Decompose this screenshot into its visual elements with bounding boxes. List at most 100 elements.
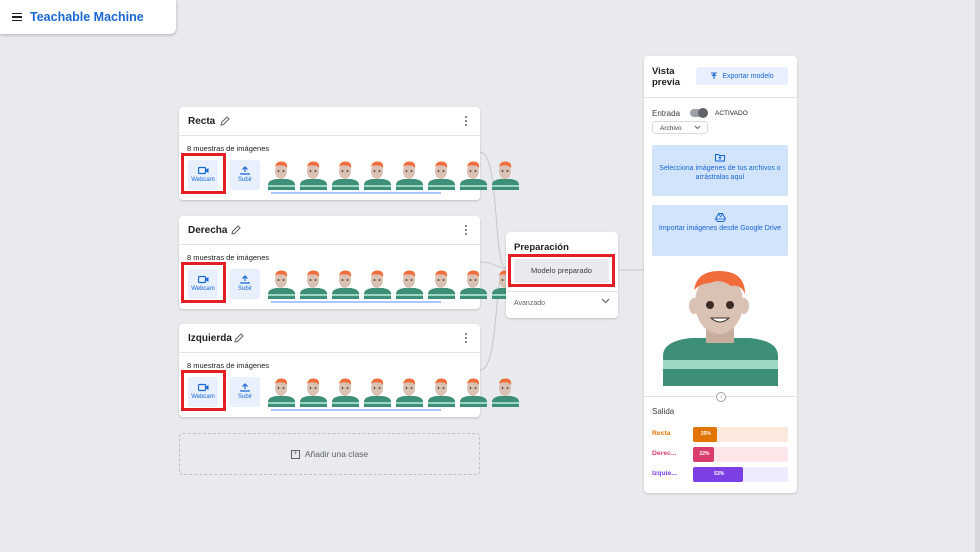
training-title: Preparación: [514, 242, 569, 253]
divider: [644, 97, 797, 98]
preview-title: Vista previa: [652, 66, 680, 88]
chevron-down-icon: [694, 125, 701, 130]
export-label: Exportar modelo: [722, 72, 774, 80]
sample-thumbnail[interactable]: [491, 160, 520, 190]
class-name[interactable]: Izquierda: [188, 333, 232, 344]
input-source-select[interactable]: Archivo: [652, 121, 708, 134]
arrow-down-icon: ↓: [716, 392, 726, 402]
webcam-button[interactable]: Webcam: [188, 160, 218, 190]
toggle-knob: [698, 108, 708, 118]
webcam-label: Webcam: [191, 177, 215, 183]
output-class-name: Recta: [652, 430, 671, 437]
file-drop-label: Selecciona imágenes de tus archivos o ar…: [659, 165, 781, 181]
sample-thumbnail[interactable]: [363, 160, 392, 190]
plus-icon: +: [290, 449, 300, 459]
upload-button[interactable]: Subir: [230, 377, 260, 407]
confidence-percent: 53%: [714, 471, 725, 477]
file-drop-zone[interactable]: Selecciona imágenes de tus archivos o ar…: [652, 145, 788, 196]
class-card-derecha: Derecha 8 muestras de imágenes Webcam Su…: [179, 216, 519, 309]
train-model-button[interactable]: Modelo preparado: [514, 259, 609, 283]
sample-thumbnail[interactable]: [459, 377, 488, 407]
upload-icon: [240, 383, 250, 392]
class-card-header: Derecha: [179, 216, 480, 245]
highlight-box: [181, 262, 226, 303]
sample-thumbnail[interactable]: [459, 160, 488, 190]
webcam-label: Webcam: [191, 286, 215, 292]
sample-thumbnail[interactable]: [267, 160, 296, 190]
sample-thumbnail[interactable]: [427, 160, 456, 190]
class-card-header: Recta: [179, 107, 480, 136]
sample-thumbnail[interactable]: [427, 269, 456, 299]
input-label: Entrada: [652, 109, 681, 118]
sample-thumbnail[interactable]: [363, 269, 392, 299]
sample-thumbnail[interactable]: [363, 377, 392, 407]
sample-thumbnail[interactable]: [395, 160, 424, 190]
samples-count: 8 muestras de imágenes: [187, 253, 270, 262]
confidence-bar: [693, 447, 714, 462]
confidence-bar: [693, 427, 717, 442]
output-class-name: Derec...: [652, 450, 677, 457]
sample-thumbnail[interactable]: [267, 269, 296, 299]
output-class-name: Izquie...: [652, 470, 677, 477]
divider: [506, 291, 618, 292]
webcam-icon: [197, 383, 208, 392]
upload-label: Subir: [237, 394, 252, 400]
pencil-icon[interactable]: [230, 224, 242, 236]
sample-thumbnail[interactable]: [491, 377, 520, 407]
chevron-down-icon[interactable]: [601, 298, 610, 304]
more-options-icon[interactable]: [465, 225, 468, 237]
advanced-toggle[interactable]: Avanzado: [514, 300, 546, 307]
more-options-icon[interactable]: [465, 116, 468, 128]
google-drive-import[interactable]: Importar imágenes desde Google Drive: [652, 205, 788, 256]
sample-thumbnail[interactable]: [299, 160, 328, 190]
folder-upload-icon: [715, 154, 725, 162]
sample-thumbnail[interactable]: [267, 377, 296, 407]
output-row: Recta 25%: [652, 427, 788, 442]
sample-thumbnail[interactable]: [427, 377, 456, 407]
upload-button[interactable]: Subir: [230, 269, 260, 299]
class-name[interactable]: Recta: [188, 116, 216, 127]
sample-thumbnail[interactable]: [331, 160, 360, 190]
sample-thumbnail[interactable]: [459, 269, 488, 299]
samples-scroll-indicator[interactable]: [271, 301, 441, 303]
webcam-icon: [197, 275, 208, 284]
upload-button[interactable]: Subir: [230, 160, 260, 190]
sample-thumbnail[interactable]: [299, 377, 328, 407]
app-header: Teachable Machine: [0, 0, 176, 34]
upload-label: Subir: [237, 177, 252, 183]
sample-thumbnails: [267, 160, 520, 190]
class-card-recta: Recta 8 muestras de imágenes Webcam Subi…: [179, 107, 519, 200]
class-card-izquierda: Izquierda 8 muestras de imágenes Webcam …: [179, 324, 519, 417]
google-drive-icon: [714, 213, 726, 222]
source-value: Archivo: [660, 125, 682, 132]
hamburger-menu-icon[interactable]: [12, 11, 22, 24]
samples-scroll-indicator[interactable]: [271, 409, 441, 411]
sample-thumbnail[interactable]: [299, 269, 328, 299]
pencil-icon[interactable]: [219, 115, 231, 127]
export-model-button[interactable]: Exportar modelo: [696, 67, 788, 85]
samples-count: 8 muestras de imágenes: [187, 144, 270, 153]
output-row: Izquie... 53%: [652, 467, 788, 482]
webcam-button[interactable]: Webcam: [188, 269, 218, 299]
upload-label: Subir: [237, 286, 252, 292]
more-options-icon[interactable]: [465, 333, 468, 345]
class-name[interactable]: Derecha: [188, 225, 228, 236]
preview-image: [663, 270, 778, 386]
input-toggle[interactable]: [690, 108, 708, 118]
upload-icon: [240, 275, 250, 284]
preview-card: Vista previa Exportar modelo Entrada ACT…: [644, 56, 797, 493]
page-scrollbar[interactable]: [975, 0, 980, 552]
sample-thumbnail[interactable]: [331, 377, 360, 407]
sample-thumbnail[interactable]: [395, 269, 424, 299]
sample-thumbnail[interactable]: [395, 377, 424, 407]
app-title[interactable]: Teachable Machine: [30, 10, 144, 24]
samples-scroll-indicator[interactable]: [271, 192, 441, 194]
highlight-box: [508, 254, 615, 287]
pencil-icon[interactable]: [233, 332, 245, 344]
sample-thumbnail[interactable]: [331, 269, 360, 299]
webcam-button[interactable]: Webcam: [188, 377, 218, 407]
samples-count: 8 muestras de imágenes: [187, 361, 270, 370]
confidence-track: 22%: [693, 447, 788, 462]
add-class-button[interactable]: + Añadir una clase: [179, 433, 480, 475]
export-icon: [711, 72, 718, 79]
